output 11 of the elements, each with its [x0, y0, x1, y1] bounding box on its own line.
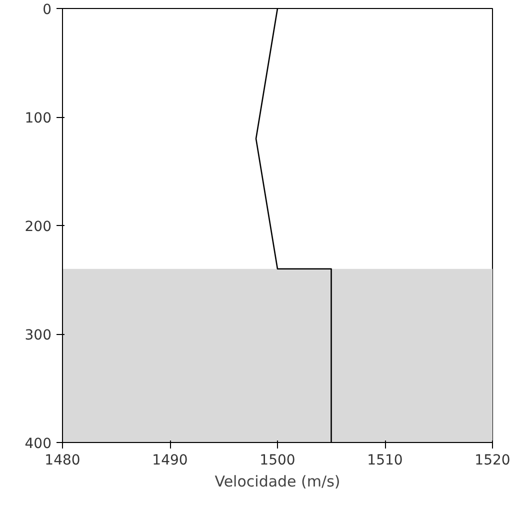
x-tick-label: 1500	[260, 452, 296, 468]
y-tick-label: 200	[24, 219, 52, 235]
x-axis-title: Velocidade (m/s)	[214, 472, 340, 490]
y-tick-label: 0	[42, 2, 52, 18]
x-tick-label: 1520	[474, 452, 510, 468]
x-tick-label: 1510	[367, 452, 403, 468]
y-tick-label: 300	[24, 328, 52, 344]
y-tick-label: 400	[24, 436, 52, 452]
x-tick-label: 1480	[44, 452, 80, 468]
x-tick-label: 1490	[152, 452, 188, 468]
y-tick-label: 100	[24, 110, 52, 126]
